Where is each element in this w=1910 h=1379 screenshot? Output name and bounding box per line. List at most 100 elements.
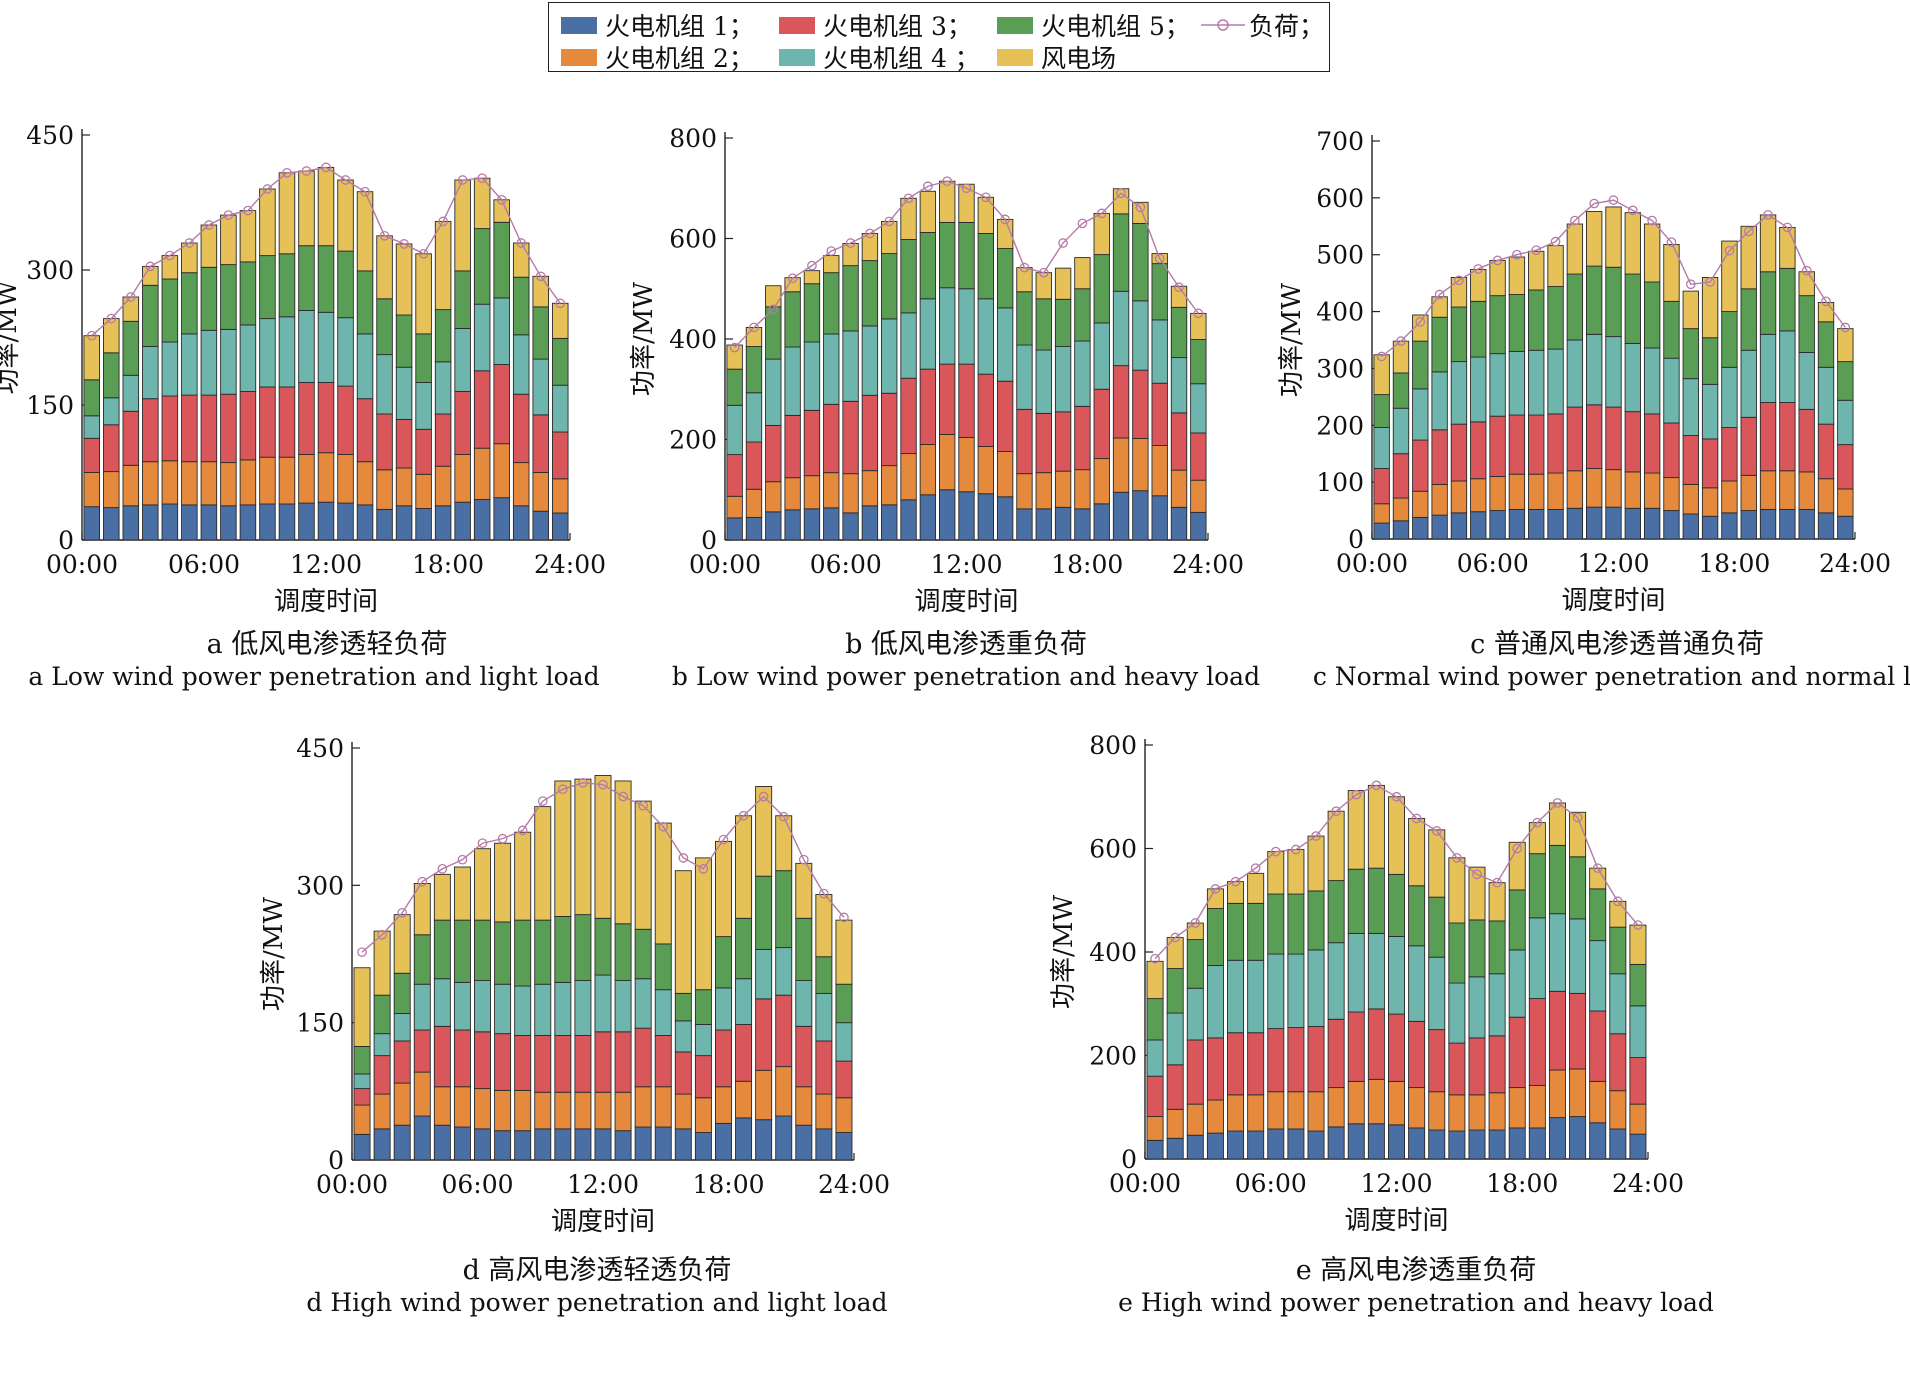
load-point bbox=[1154, 253, 1165, 264]
bar-segment-6 bbox=[1408, 818, 1426, 887]
bar-segment-2 bbox=[1327, 1087, 1345, 1128]
bar-segment-1 bbox=[1186, 1134, 1204, 1160]
legend-label-unit1: 火电机组 1； bbox=[605, 12, 754, 41]
load-line bbox=[91, 166, 561, 337]
x-tick-label: 00:00 bbox=[1109, 1169, 1181, 1198]
bar-segment-1 bbox=[1267, 1128, 1285, 1160]
bar-segment-5 bbox=[1327, 880, 1345, 944]
load-point bbox=[1454, 275, 1464, 286]
load-point bbox=[1150, 953, 1160, 964]
load-point bbox=[1570, 215, 1580, 226]
y-tick-label: 800 bbox=[1089, 731, 1137, 760]
bar-segment-5 bbox=[1428, 896, 1446, 958]
load-point bbox=[243, 205, 253, 216]
bar-segment-6 bbox=[534, 806, 552, 921]
load-point bbox=[204, 220, 214, 230]
bar-segment-6 bbox=[433, 873, 451, 921]
x-tick-label: 24:00 bbox=[1819, 549, 1891, 578]
x-tick-label: 00:00 bbox=[46, 550, 118, 579]
load-point bbox=[1411, 813, 1422, 824]
bar-segment-3 bbox=[1629, 1057, 1647, 1105]
bar-segment-3 bbox=[1508, 1016, 1526, 1089]
bar-segment-3 bbox=[1327, 1018, 1345, 1089]
bar-segment-1 bbox=[1247, 1130, 1265, 1160]
bar-segment-6 bbox=[614, 780, 632, 925]
x-tick-label: 12:00 bbox=[290, 550, 362, 579]
load-point bbox=[1391, 791, 1402, 802]
load-point bbox=[1170, 932, 1181, 943]
legend-label-load: 负荷； bbox=[1249, 12, 1325, 41]
load-point bbox=[1291, 844, 1301, 855]
load-point bbox=[718, 834, 729, 845]
load-point bbox=[1415, 316, 1426, 327]
bar-segment-5 bbox=[1146, 998, 1164, 1041]
bar-segment-2 bbox=[1227, 1094, 1245, 1132]
x-tick-label: 00:00 bbox=[689, 550, 761, 579]
load-point bbox=[1666, 237, 1677, 248]
legend-label-wind: 风电场 bbox=[1041, 44, 1117, 73]
load-point bbox=[1190, 918, 1201, 928]
bar-segment-1 bbox=[1166, 1137, 1184, 1160]
load-point bbox=[417, 876, 428, 887]
y-tick-label: 200 bbox=[669, 426, 717, 455]
load-point bbox=[340, 175, 351, 185]
load-point bbox=[807, 260, 817, 271]
x-tick-label: 18:00 bbox=[1486, 1169, 1558, 1198]
load-point bbox=[1270, 846, 1281, 857]
bar-segment-6 bbox=[1586, 211, 1603, 267]
bar-segment-6 bbox=[1373, 354, 1390, 396]
load-point bbox=[1019, 262, 1030, 273]
load-point bbox=[1633, 920, 1643, 930]
load-point bbox=[1174, 282, 1184, 293]
bar-segment-5 bbox=[1548, 844, 1566, 915]
bar-segment-6 bbox=[1388, 796, 1405, 875]
bar-segment-6 bbox=[413, 883, 431, 936]
load-point bbox=[826, 246, 837, 256]
bar-segment-2 bbox=[1569, 1068, 1587, 1118]
load-point bbox=[1058, 238, 1068, 248]
bar-segment-4 bbox=[1166, 1012, 1184, 1066]
load-point bbox=[399, 239, 409, 249]
bar-segment-2 bbox=[1166, 1108, 1184, 1139]
load-point bbox=[1473, 264, 1484, 274]
bar-segment-6 bbox=[1643, 223, 1661, 283]
bar-segment-3 bbox=[1468, 1037, 1486, 1096]
bar-segment-6 bbox=[1566, 223, 1584, 275]
y-tick-label: 450 bbox=[296, 734, 344, 763]
x-tick-label: 18:00 bbox=[1051, 550, 1123, 579]
load-line bbox=[361, 782, 845, 953]
load-point bbox=[1431, 826, 1442, 836]
x-tick-label: 24:00 bbox=[1172, 550, 1244, 579]
legend-swatch-unit1 bbox=[561, 16, 597, 34]
bar-segment-1 bbox=[1508, 1127, 1526, 1160]
bar-segment-6 bbox=[1721, 240, 1738, 313]
bar-segment-1 bbox=[1227, 1130, 1245, 1160]
bar-segment-4 bbox=[1186, 987, 1204, 1041]
load-point bbox=[1531, 245, 1542, 256]
bar-segment-5 bbox=[1408, 885, 1426, 947]
load-point bbox=[457, 175, 468, 185]
y-tick-label: 0 bbox=[1121, 1145, 1137, 1174]
caption-en-e: e High wind power penetration and heavy … bbox=[1118, 1288, 1714, 1317]
load-point bbox=[438, 216, 448, 227]
bar-segment-6 bbox=[1267, 851, 1285, 895]
bar-segment-1 bbox=[1569, 1116, 1587, 1160]
bar-segment-6 bbox=[393, 914, 411, 974]
x-tick-label: 12:00 bbox=[1577, 549, 1649, 578]
load-point bbox=[884, 216, 895, 227]
bar-segment-1 bbox=[1448, 1130, 1466, 1160]
legend-item-unit5: 火电机组 5； bbox=[997, 7, 1190, 43]
load-point bbox=[845, 238, 856, 248]
load-point bbox=[1512, 249, 1522, 260]
x-tick-label: 06:00 bbox=[810, 550, 882, 579]
bar-segment-6 bbox=[353, 967, 371, 1047]
bar-segment-1 bbox=[1609, 1128, 1627, 1160]
x-tick-label: 24:00 bbox=[1612, 1169, 1684, 1198]
load-point bbox=[923, 181, 933, 192]
bar-segment-3 bbox=[1367, 1008, 1385, 1080]
bar-segment-3 bbox=[1347, 1011, 1365, 1082]
legend-item-unit2: 火电机组 2； bbox=[561, 39, 754, 75]
bar-segment-1 bbox=[1408, 1127, 1426, 1160]
bar-segment-2 bbox=[1448, 1094, 1466, 1132]
